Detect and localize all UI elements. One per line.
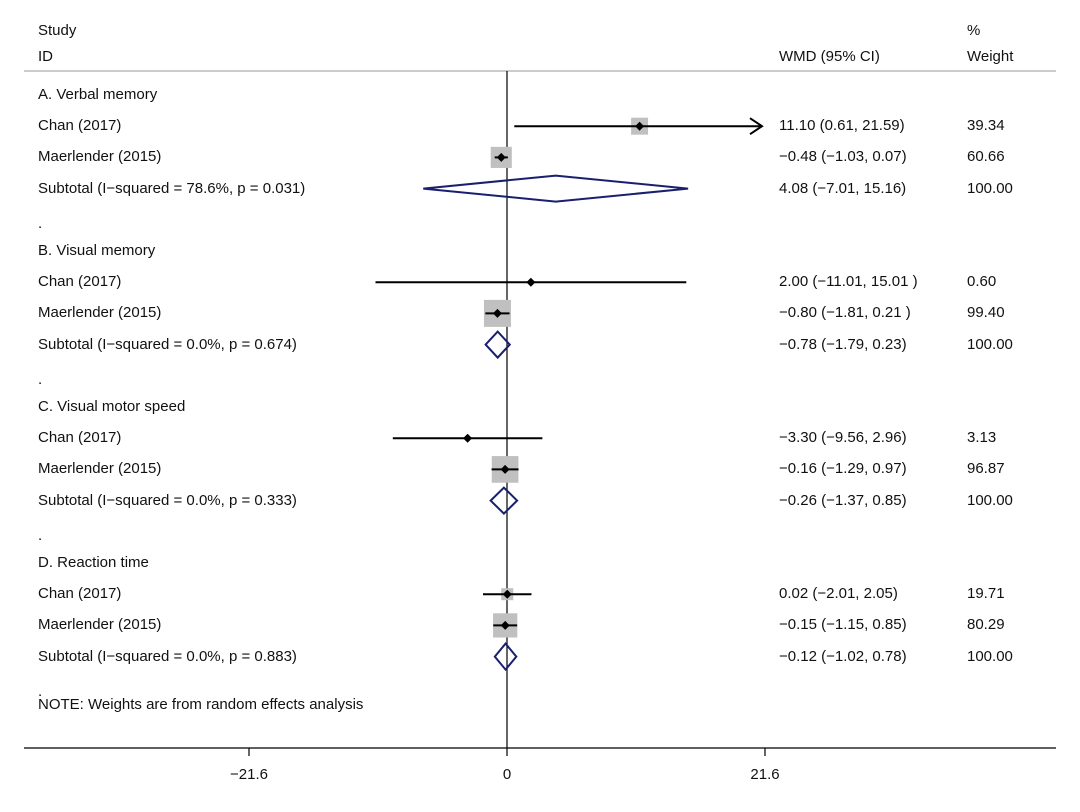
point-estimate bbox=[496, 152, 506, 162]
weight-text: 96.87 bbox=[967, 460, 1005, 478]
point-estimate bbox=[500, 620, 510, 630]
weight-text: 39.34 bbox=[967, 117, 1005, 135]
subtotal-label: Subtotal (I−squared = 0.0%, p = 0.674) bbox=[38, 335, 297, 353]
ci-text: −0.80 (−1.81, 0.21 ) bbox=[779, 304, 911, 322]
ci-text: −0.16 (−1.29, 0.97) bbox=[779, 460, 907, 478]
weight-text: 99.40 bbox=[967, 304, 1005, 322]
header-effect: WMD (95% CI) bbox=[779, 48, 880, 65]
ci-text: −0.78 (−1.79, 0.23) bbox=[779, 335, 907, 353]
weight-text: 19.71 bbox=[967, 585, 1005, 603]
ci-text: 11.10 (0.61, 21.59) bbox=[779, 117, 905, 135]
study-label: Chan (2017) bbox=[38, 273, 122, 291]
note-text: NOTE: Weights are from random effects an… bbox=[38, 696, 364, 713]
subtotal-diamond bbox=[489, 486, 519, 516]
weight-text: 3.13 bbox=[967, 429, 997, 447]
ci-text: −0.48 (−1.03, 0.07) bbox=[779, 148, 907, 166]
study-label: Maerlender (2015) bbox=[38, 460, 162, 478]
subtotal-label: Subtotal (I−squared = 0.0%, p = 0.333) bbox=[38, 491, 297, 509]
weight-text: 100.00 bbox=[967, 179, 1013, 197]
group-label: D. Reaction time bbox=[38, 554, 149, 571]
ci-text: −0.12 (−1.02, 0.78) bbox=[779, 647, 907, 665]
ci-text: −0.26 (−1.37, 0.85) bbox=[779, 491, 907, 509]
separator-dot: . bbox=[38, 526, 43, 544]
point-estimate bbox=[492, 308, 502, 318]
ci-text: −3.30 (−9.56, 2.96) bbox=[779, 429, 907, 447]
separator-dot: . bbox=[38, 370, 43, 388]
header-percent: % bbox=[967, 22, 981, 39]
study-label: Chan (2017) bbox=[38, 429, 122, 447]
subtotal-label: Subtotal (I−squared = 78.6%, p = 0.031) bbox=[38, 179, 306, 197]
study-label: Maerlender (2015) bbox=[38, 304, 162, 322]
point-estimate bbox=[502, 589, 512, 599]
subtotal-diamond bbox=[484, 330, 512, 360]
weight-text: 100.00 bbox=[967, 491, 1013, 509]
x-tick-label: 0 bbox=[502, 766, 512, 783]
group-label: C. Visual motor speed bbox=[38, 398, 186, 415]
weight-text: 100.00 bbox=[967, 335, 1013, 353]
weight-text: 60.66 bbox=[967, 148, 1005, 166]
point-estimate bbox=[500, 464, 510, 474]
header-id: ID bbox=[38, 48, 53, 65]
separator-dot: . bbox=[38, 214, 43, 232]
study-label: Chan (2017) bbox=[38, 585, 122, 603]
group-label: B. Visual memory bbox=[38, 242, 156, 259]
point-estimate bbox=[635, 121, 645, 131]
weight-text: 0.60 bbox=[967, 273, 997, 291]
study-label: Chan (2017) bbox=[38, 117, 122, 135]
point-estimate bbox=[526, 277, 536, 287]
ci-text: 0.02 (−2.01, 2.05) bbox=[779, 585, 898, 603]
ci-text: 2.00 (−11.01, 15.01 ) bbox=[779, 273, 918, 291]
weight-text: 100.00 bbox=[967, 647, 1013, 665]
header-weight: Weight bbox=[967, 48, 1014, 65]
x-tick-label: 21.6 bbox=[750, 766, 780, 783]
study-label: Maerlender (2015) bbox=[38, 148, 162, 166]
subtotal-label: Subtotal (I−squared = 0.0%, p = 0.883) bbox=[38, 647, 297, 665]
subtotal-diamond bbox=[423, 174, 689, 203]
study-label: Maerlender (2015) bbox=[38, 616, 162, 634]
x-tick-label: −21.6 bbox=[230, 766, 268, 783]
separator-dot: . bbox=[38, 682, 43, 700]
subtotal-diamond bbox=[493, 642, 518, 672]
ci-text: 4.08 (−7.01, 15.16) bbox=[779, 179, 907, 197]
ci-text: −0.15 (−1.15, 0.85) bbox=[779, 616, 907, 634]
point-estimate bbox=[463, 433, 473, 443]
header-study: Study bbox=[38, 22, 77, 39]
ci-arrow bbox=[749, 117, 764, 136]
group-label: A. Verbal memory bbox=[38, 86, 158, 103]
weight-text: 80.29 bbox=[967, 616, 1005, 634]
